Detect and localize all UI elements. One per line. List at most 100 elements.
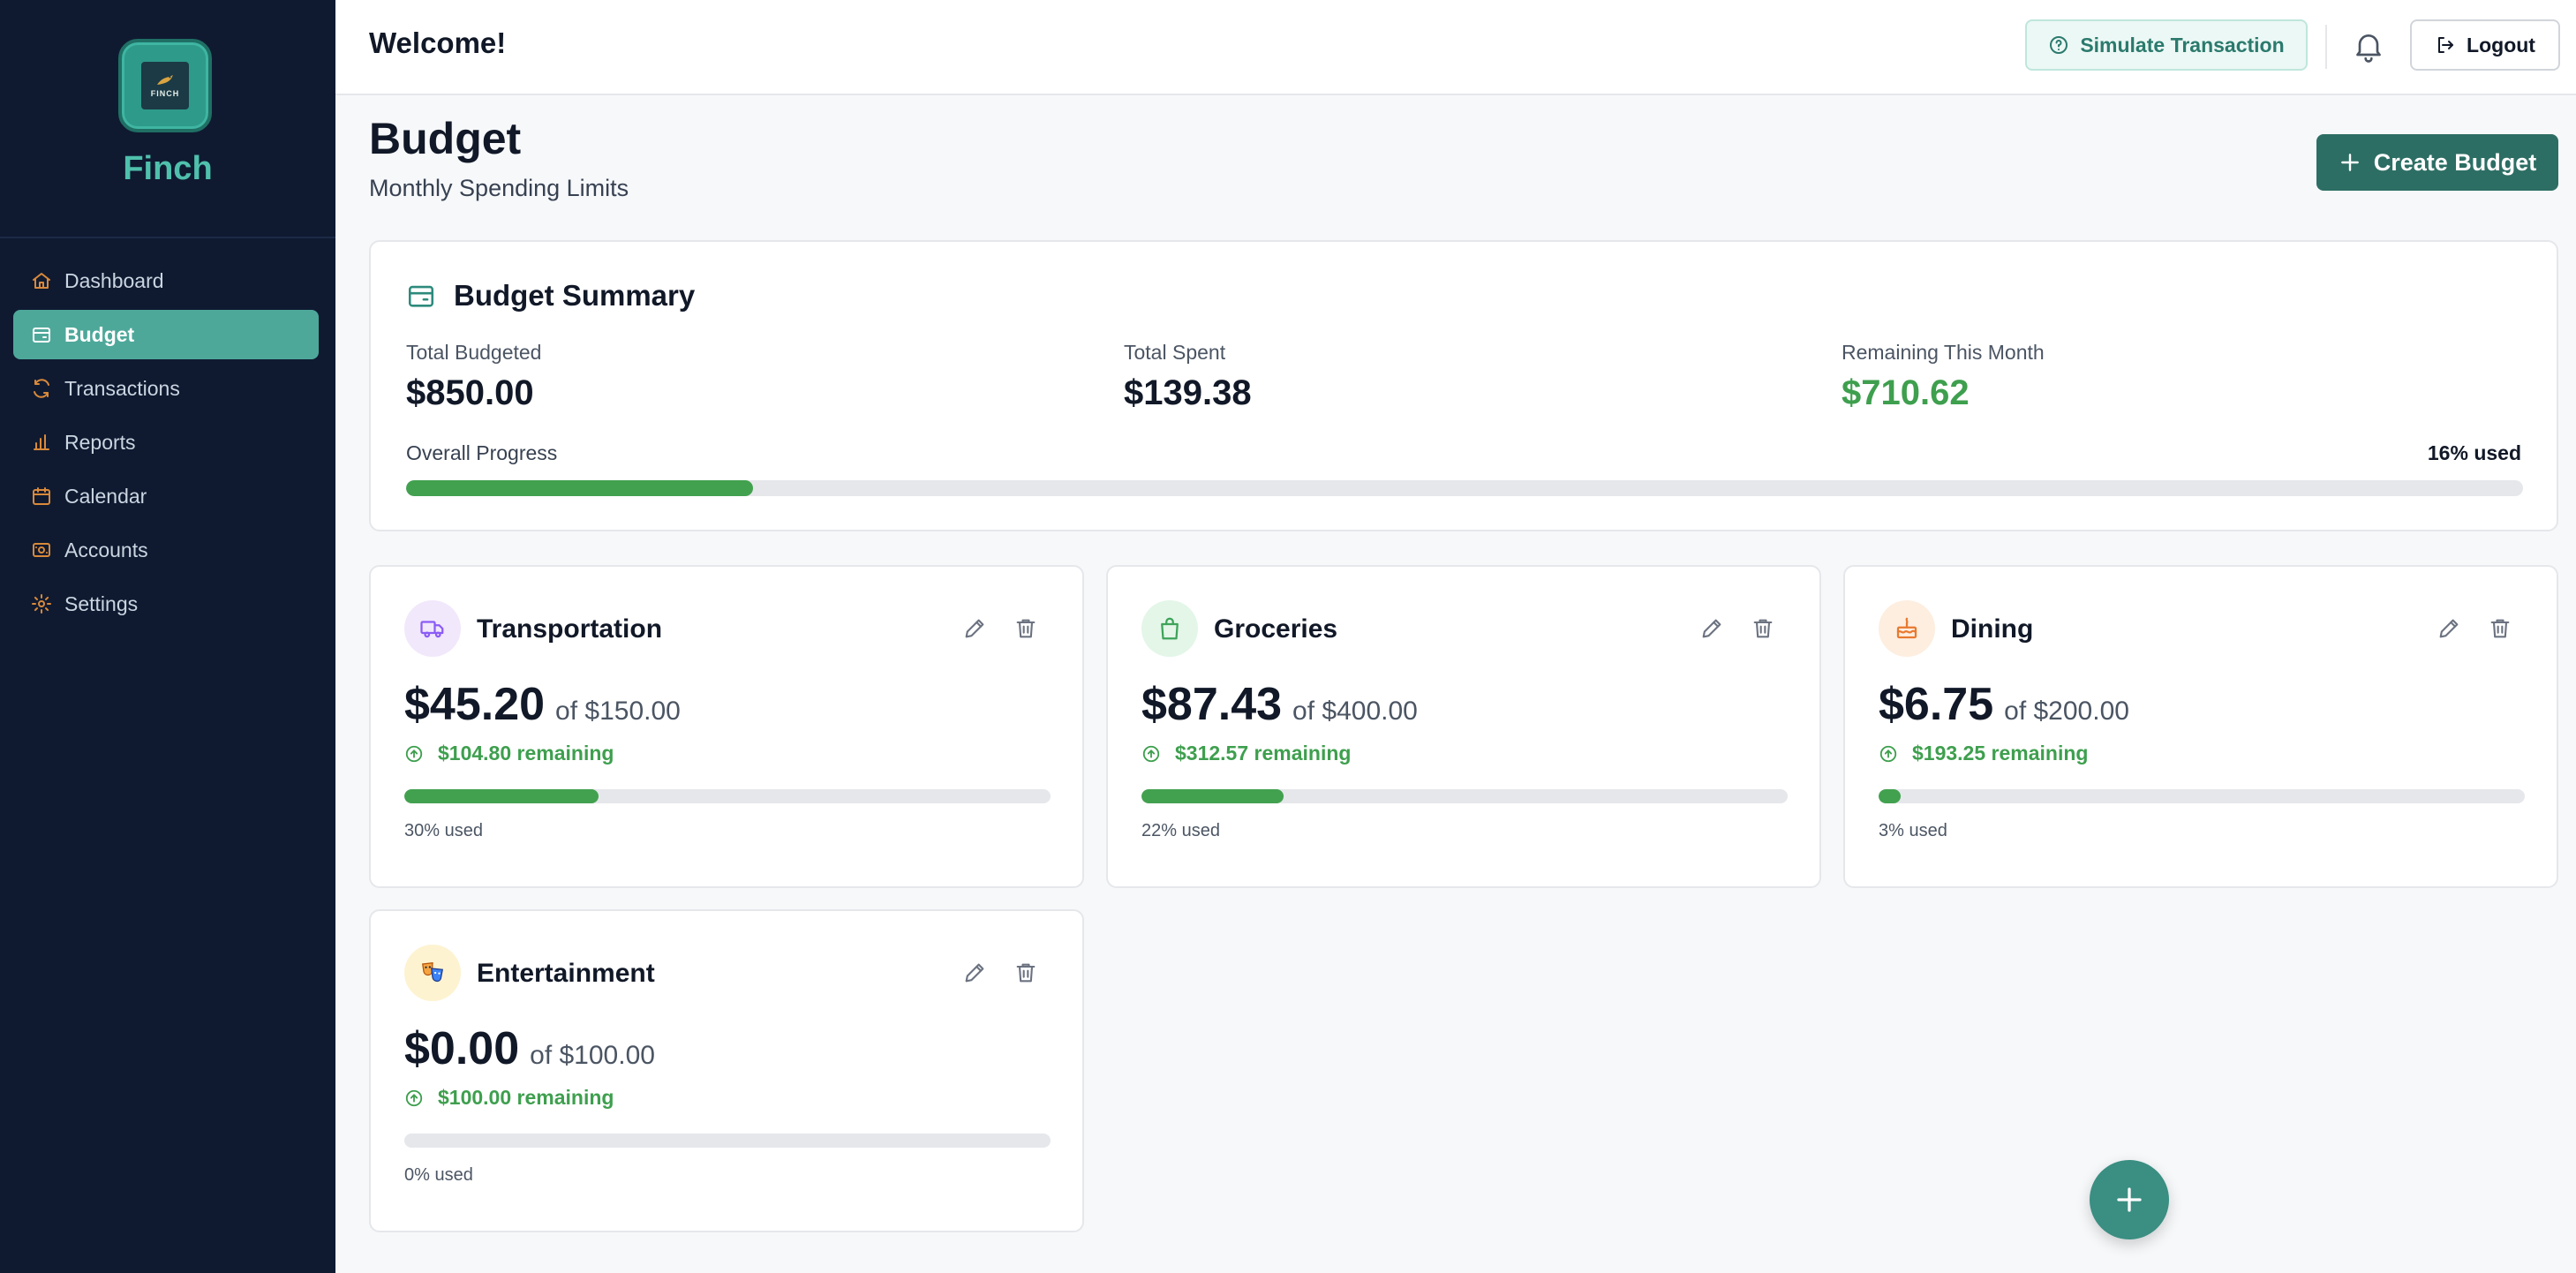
category-spent: $0.00 xyxy=(404,1023,520,1074)
floating-add-button[interactable] xyxy=(2090,1160,2169,1239)
sidebar-item-dashboard[interactable]: Dashboard xyxy=(13,256,319,305)
logo-inner: FINCH xyxy=(141,62,189,109)
total-budgeted-label: Total Budgeted xyxy=(406,341,542,364)
shopping-bag-icon xyxy=(1161,617,1179,640)
category-spent: $6.75 xyxy=(1879,679,1994,730)
pencil-icon[interactable] xyxy=(962,616,987,641)
category-icon xyxy=(1879,600,1935,657)
remaining-stat: Remaining This Month $710.62 xyxy=(1842,341,2045,413)
sidebar-item-settings[interactable]: Settings xyxy=(13,579,319,629)
category-remaining: $104.80 remaining xyxy=(404,742,614,765)
category-icon xyxy=(1141,600,1198,657)
brand-name: Finch xyxy=(123,150,213,187)
total-spent-stat: Total Spent $139.38 xyxy=(1124,341,1252,413)
budget-summary-title: Budget Summary xyxy=(406,279,695,313)
simulate-transaction-label: Simulate Transaction xyxy=(2080,33,2285,56)
bar-chart-icon xyxy=(34,434,49,450)
category-limit: of $400.00 xyxy=(1292,697,1418,726)
plus-icon xyxy=(2117,1187,2142,1212)
sidebar-item-reports[interactable]: Reports xyxy=(13,418,319,467)
home-icon xyxy=(33,273,50,289)
simulate-transaction-button[interactable]: Simulate Transaction xyxy=(2025,19,2308,71)
page-subtitle: Monthly Spending Limits xyxy=(369,175,629,201)
category-used-percent: 3% used xyxy=(1879,821,1947,840)
bird-icon xyxy=(157,74,173,85)
sidebar-nav: Dashboard Budget Transactions Reports Ca… xyxy=(13,256,319,633)
category-progress-bar xyxy=(404,1134,1051,1148)
create-budget-button[interactable]: Create Budget xyxy=(2316,134,2558,191)
category-amount: $45.20 of $150.00 xyxy=(404,678,681,731)
budget-card-dining: Dining $6.75 of $200.00 $193.25 remainin… xyxy=(1843,565,2558,888)
category-amount: $0.00 of $100.00 xyxy=(404,1022,655,1075)
category-used-percent: 0% used xyxy=(404,1165,473,1185)
wallet-icon xyxy=(33,328,50,343)
category-remaining-text: $193.25 remaining xyxy=(1912,742,2089,765)
sidebar-divider xyxy=(0,237,335,238)
pencil-icon[interactable] xyxy=(962,960,987,985)
category-remaining: $312.57 remaining xyxy=(1141,742,1351,765)
category-remaining-text: $312.57 remaining xyxy=(1175,742,1352,765)
top-header: Welcome! Simulate Transaction Logout xyxy=(335,0,2576,95)
budget-card-entertainment: Entertainment $0.00 of $100.00 $100.00 r… xyxy=(369,909,1084,1232)
cake-icon xyxy=(1896,617,1917,639)
category-progress-fill xyxy=(1141,789,1284,803)
arrow-up-circle-icon xyxy=(1142,745,1160,762)
wallet-icon xyxy=(408,285,434,307)
category-limit: of $100.00 xyxy=(530,1041,655,1070)
trash-icon[interactable] xyxy=(2488,616,2512,641)
category-progress-fill xyxy=(1879,789,1901,803)
sidebar-item-label: Settings xyxy=(64,591,139,615)
overall-progress-label: Overall Progress xyxy=(406,441,558,464)
category-amount: $6.75 of $200.00 xyxy=(1879,678,2129,731)
sidebar-item-label: Budget xyxy=(64,322,135,346)
budget-summary-card: Budget Summary Total Budgeted $850.00 To… xyxy=(369,240,2558,531)
bell-icon[interactable] xyxy=(2351,28,2386,64)
pencil-icon[interactable] xyxy=(2437,616,2461,641)
sidebar-item-label: Dashboard xyxy=(64,268,164,292)
plus-icon xyxy=(2340,154,2359,171)
refresh-icon xyxy=(34,379,49,398)
arrow-up-circle-icon xyxy=(405,745,423,762)
category-progress-fill xyxy=(404,789,599,803)
gear-icon xyxy=(32,594,51,614)
budget-card-groceries: Groceries $87.43 of $400.00 $312.57 rema… xyxy=(1106,565,1821,888)
sidebar-item-budget[interactable]: Budget xyxy=(13,310,319,359)
calendar-icon xyxy=(33,487,50,505)
app-logo[interactable]: FINCH xyxy=(118,39,212,132)
budget-summary-title-text: Budget Summary xyxy=(454,279,696,312)
sidebar-item-accounts[interactable]: Accounts xyxy=(13,525,319,575)
sidebar-item-calendar[interactable]: Calendar xyxy=(13,471,319,521)
category-remaining: $100.00 remaining xyxy=(404,1086,614,1110)
trash-icon[interactable] xyxy=(1013,616,1038,641)
trash-icon[interactable] xyxy=(1751,616,1775,641)
theater-masks-icon xyxy=(422,962,443,982)
sidebar-item-transactions[interactable]: Transactions xyxy=(13,364,319,413)
logout-label: Logout xyxy=(2467,33,2535,56)
category-progress-bar xyxy=(1141,789,1788,803)
category-used-percent: 30% used xyxy=(404,821,483,840)
trash-icon[interactable] xyxy=(1013,960,1038,985)
pencil-icon[interactable] xyxy=(1699,616,1724,641)
category-progress-bar xyxy=(1879,789,2525,803)
category-remaining-text: $100.00 remaining xyxy=(438,1086,614,1109)
category-name: Entertainment xyxy=(477,959,655,988)
category-icon xyxy=(404,945,461,1001)
category-spent: $87.43 xyxy=(1141,679,1283,730)
overall-progress-bar xyxy=(406,480,2523,496)
total-budgeted-value: $850.00 xyxy=(406,373,534,412)
category-amount: $87.43 of $400.00 xyxy=(1141,678,1418,731)
welcome-text: Welcome! xyxy=(369,26,507,59)
category-used-percent: 22% used xyxy=(1141,821,1220,840)
category-name: Groceries xyxy=(1214,614,1338,644)
accounts-icon xyxy=(33,543,50,557)
category-limit: of $200.00 xyxy=(2004,697,2129,726)
create-budget-label: Create Budget xyxy=(2373,148,2537,176)
sidebar-item-label: Calendar xyxy=(64,484,147,508)
total-spent-value: $139.38 xyxy=(1124,373,1252,412)
overall-progress-fill xyxy=(406,480,754,496)
header-divider xyxy=(2325,25,2327,69)
overall-progress-percent: 16% used xyxy=(2427,441,2521,464)
logout-button[interactable]: Logout xyxy=(2410,19,2560,71)
truck-icon xyxy=(420,621,444,638)
arrow-up-circle-icon xyxy=(405,1089,423,1106)
